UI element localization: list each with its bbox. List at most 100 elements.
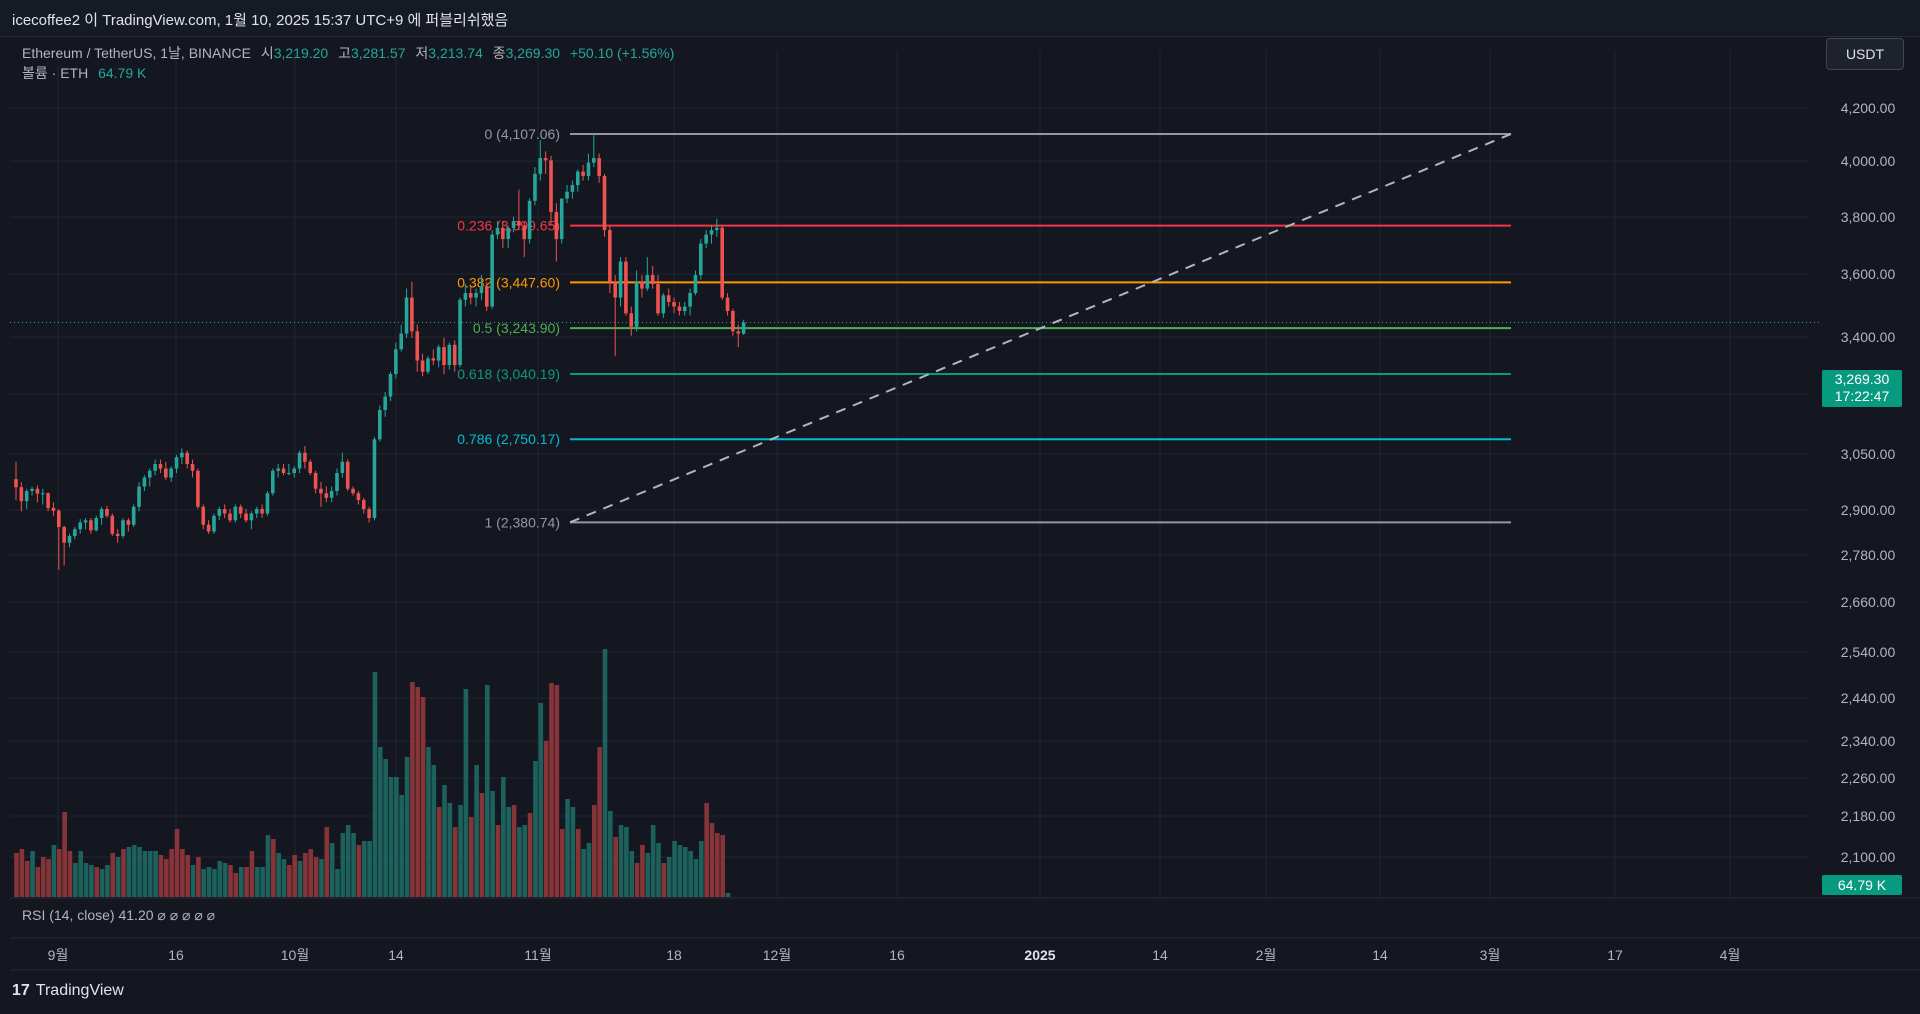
candle-body bbox=[731, 311, 735, 332]
candle-body bbox=[169, 468, 173, 478]
candle-body bbox=[666, 295, 671, 303]
volume-bar bbox=[431, 765, 437, 897]
tradingview-brand[interactable]: 17 TradingView bbox=[12, 982, 124, 1000]
volume-bar bbox=[447, 803, 453, 897]
candle-body bbox=[404, 297, 409, 334]
candle-body bbox=[249, 513, 254, 521]
volume-bar bbox=[554, 685, 560, 897]
candle-body bbox=[533, 173, 537, 201]
volume-bar bbox=[549, 683, 554, 897]
volume-bar bbox=[222, 863, 228, 897]
price-chart[interactable]: 4,200.00 4,000.00 3,800.00 3,600.00 3,400.00… bbox=[0, 36, 1920, 1014]
symbol-name[interactable]: Ethereum / TetherUS, 1날, BINANCE bbox=[22, 45, 251, 61]
volume-bar bbox=[522, 825, 528, 897]
volume-bar bbox=[78, 851, 83, 897]
candle-body bbox=[319, 488, 323, 494]
candle-body bbox=[618, 261, 623, 298]
rsi-legend[interactable]: RSI (14, close) 41.20 ⌀ ⌀ ⌀ ⌀ ⌀ bbox=[22, 907, 216, 923]
x-tick-label: 14 bbox=[388, 947, 404, 963]
volume-bar bbox=[335, 869, 340, 897]
volume-bar bbox=[629, 851, 635, 897]
candle-body bbox=[415, 331, 420, 361]
candle-body bbox=[340, 461, 345, 474]
volume-bar bbox=[495, 825, 501, 897]
candle-body bbox=[468, 293, 473, 298]
bar-countdown: 17:22:47 bbox=[1834, 388, 1890, 404]
candle-body bbox=[115, 533, 120, 537]
candle-body bbox=[495, 227, 500, 235]
y-tick-label: 2,260.00 bbox=[1841, 770, 1896, 786]
candle-body bbox=[78, 522, 82, 530]
candle-body bbox=[308, 461, 313, 474]
volume-bar bbox=[147, 851, 153, 897]
x-tick-label: 4월 bbox=[1720, 947, 1741, 963]
volume-bar bbox=[666, 857, 672, 897]
candle-body bbox=[452, 344, 457, 366]
y-tick-label: 2,340.00 bbox=[1841, 733, 1896, 749]
volume-bar bbox=[324, 827, 330, 897]
candle-body bbox=[682, 306, 687, 312]
volume-bar bbox=[297, 861, 303, 897]
volume-bar bbox=[661, 863, 667, 897]
volume-bar bbox=[319, 859, 324, 897]
candle-body bbox=[410, 297, 414, 332]
y-tick-label: 3,600.00 bbox=[1841, 266, 1896, 282]
candle-body bbox=[147, 470, 152, 478]
volume-bar bbox=[378, 747, 383, 897]
volume-bar bbox=[260, 867, 265, 897]
candle-body bbox=[677, 306, 682, 312]
candle-body bbox=[271, 470, 275, 494]
candle-body bbox=[351, 488, 355, 494]
candle-body bbox=[634, 281, 639, 327]
x-tick-label: 2월 bbox=[1256, 947, 1277, 963]
volume-bar bbox=[570, 807, 576, 897]
candle-body bbox=[388, 374, 393, 397]
volume-bar bbox=[254, 867, 260, 897]
candle-body bbox=[206, 524, 211, 532]
candle-body bbox=[640, 281, 644, 289]
y-tick-label: 2,440.00 bbox=[1841, 690, 1896, 706]
volume-bar bbox=[351, 833, 356, 897]
candle-body bbox=[222, 509, 227, 514]
open-value: 3,219.20 bbox=[273, 45, 329, 61]
x-tick-label: 16 bbox=[168, 947, 184, 963]
candle-body bbox=[158, 464, 163, 469]
volume-bar bbox=[99, 869, 105, 897]
volume-bar bbox=[174, 829, 180, 897]
candle-body bbox=[137, 486, 141, 507]
volume-bar bbox=[586, 843, 592, 897]
volume-bar bbox=[158, 855, 164, 897]
low-value: 3,213.74 bbox=[428, 45, 483, 61]
volume-bar bbox=[618, 825, 624, 897]
x-tick-label: 18 bbox=[666, 947, 682, 963]
candle-body bbox=[265, 493, 270, 514]
candle-body bbox=[602, 176, 607, 231]
candle-body bbox=[479, 286, 484, 294]
currency-button[interactable]: USDT bbox=[1826, 38, 1904, 70]
volume-bar bbox=[276, 853, 281, 897]
volume-bar bbox=[238, 867, 244, 897]
candle-body bbox=[238, 506, 243, 514]
candle-body bbox=[46, 493, 50, 508]
volume-value: 64.79 K bbox=[98, 65, 147, 81]
candle-body bbox=[180, 452, 184, 458]
volume-bar bbox=[67, 851, 73, 897]
candle-body bbox=[131, 506, 136, 525]
volume-bar bbox=[356, 845, 362, 897]
fib-level-label: 1 (2,380.74) bbox=[485, 514, 561, 530]
volume-bar bbox=[597, 747, 602, 897]
x-tick-label: 16 bbox=[889, 947, 905, 963]
candle-body bbox=[297, 452, 302, 469]
y-tick-label: 4,200.00 bbox=[1841, 100, 1896, 116]
candle-body bbox=[254, 509, 259, 514]
candle-body bbox=[121, 520, 125, 537]
candle-body bbox=[656, 284, 660, 314]
volume-bar bbox=[142, 851, 148, 897]
candle-body bbox=[447, 344, 452, 366]
y-tick-label: 3,050.00 bbox=[1841, 446, 1896, 462]
candle-body bbox=[709, 230, 714, 235]
volume-bar bbox=[474, 765, 479, 897]
candle-body bbox=[741, 322, 746, 334]
volume-bar bbox=[244, 867, 249, 897]
volume-bar bbox=[699, 841, 704, 897]
